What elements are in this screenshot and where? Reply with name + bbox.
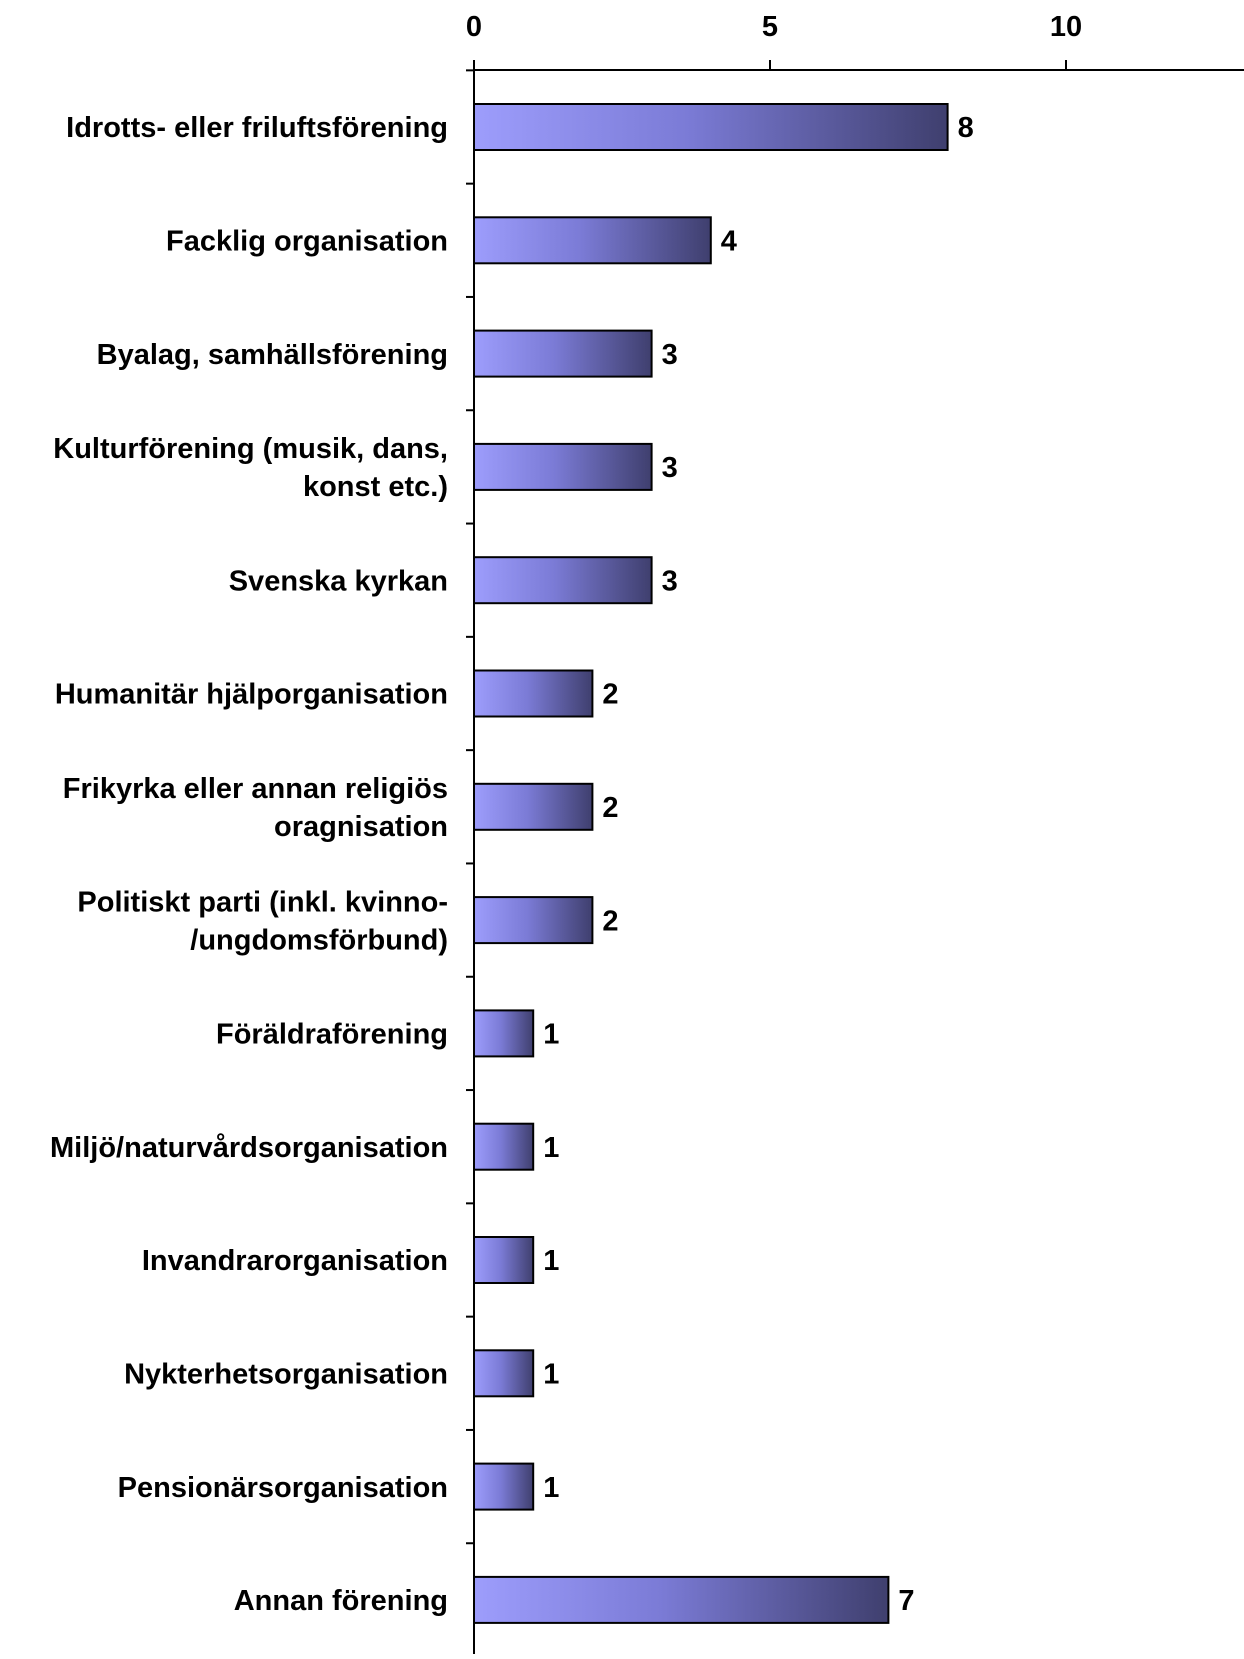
category-label: Kulturförening (musik, dans, [53,433,448,465]
category-label: Svenska kyrkan [229,565,448,597]
data-label: 4 [721,225,737,257]
category-label: oragnisation [274,811,448,843]
bar [473,216,712,265]
category-label: Pensionärsorganisation [118,1472,448,1504]
data-label: 7 [898,1585,914,1617]
category-label: Nykterhetsorganisation [124,1358,448,1390]
category-label: Idrotts- eller friluftsförening [66,112,448,144]
category-label: Facklig organisation [166,225,448,257]
data-label: 3 [662,339,678,371]
category-label: Frikyrka eller annan religiös [63,773,448,805]
x-tick-label: 0 [466,11,482,43]
bar [473,329,653,378]
category-label: Politiskt parti (inkl. kvinno- [77,886,448,918]
data-label: 3 [662,565,678,597]
bar [473,1009,535,1058]
data-label: 1 [543,1358,559,1390]
bars: 8 4 3 3 3 2 2 2 1 1 1 1 1 7 [473,103,974,1624]
bar [473,896,594,945]
x-tick-label: 5 [762,11,778,43]
data-label: 2 [602,905,618,937]
data-label: 1 [543,1472,559,1504]
category-label: Miljö/naturvårdsorganisation [50,1132,448,1164]
category-label: Invandrarorganisation [142,1245,448,1277]
bar [473,1575,890,1624]
data-label: 2 [602,679,618,711]
category-label: konst etc.) [303,471,448,503]
bar [473,442,653,491]
category-label: Byalag, samhällsförening [97,339,448,371]
bar [473,556,653,605]
category-label: /ungdomsförbund) [190,924,448,956]
data-label: 1 [543,1132,559,1164]
bar [473,1236,535,1284]
bar [473,669,594,718]
category-label: Föräldraförening [216,1019,448,1051]
bar [473,1349,535,1398]
data-label: 1 [543,1245,559,1277]
data-label: 8 [958,112,974,144]
bar [473,1462,535,1511]
bar [473,782,594,831]
data-label: 1 [543,1019,559,1051]
bar [473,103,949,151]
data-label: 3 [662,452,678,484]
data-label: 2 [602,792,618,824]
category-label: Humanitär hjälporganisation [55,679,448,711]
bar [473,1122,535,1171]
category-label: Annan förening [234,1585,448,1617]
x-tick-label: 10 [1050,11,1082,43]
x-axis: 0510152025 [466,11,1244,71]
category-axis: Idrotts- eller friluftsförening Facklig o… [50,69,475,1654]
